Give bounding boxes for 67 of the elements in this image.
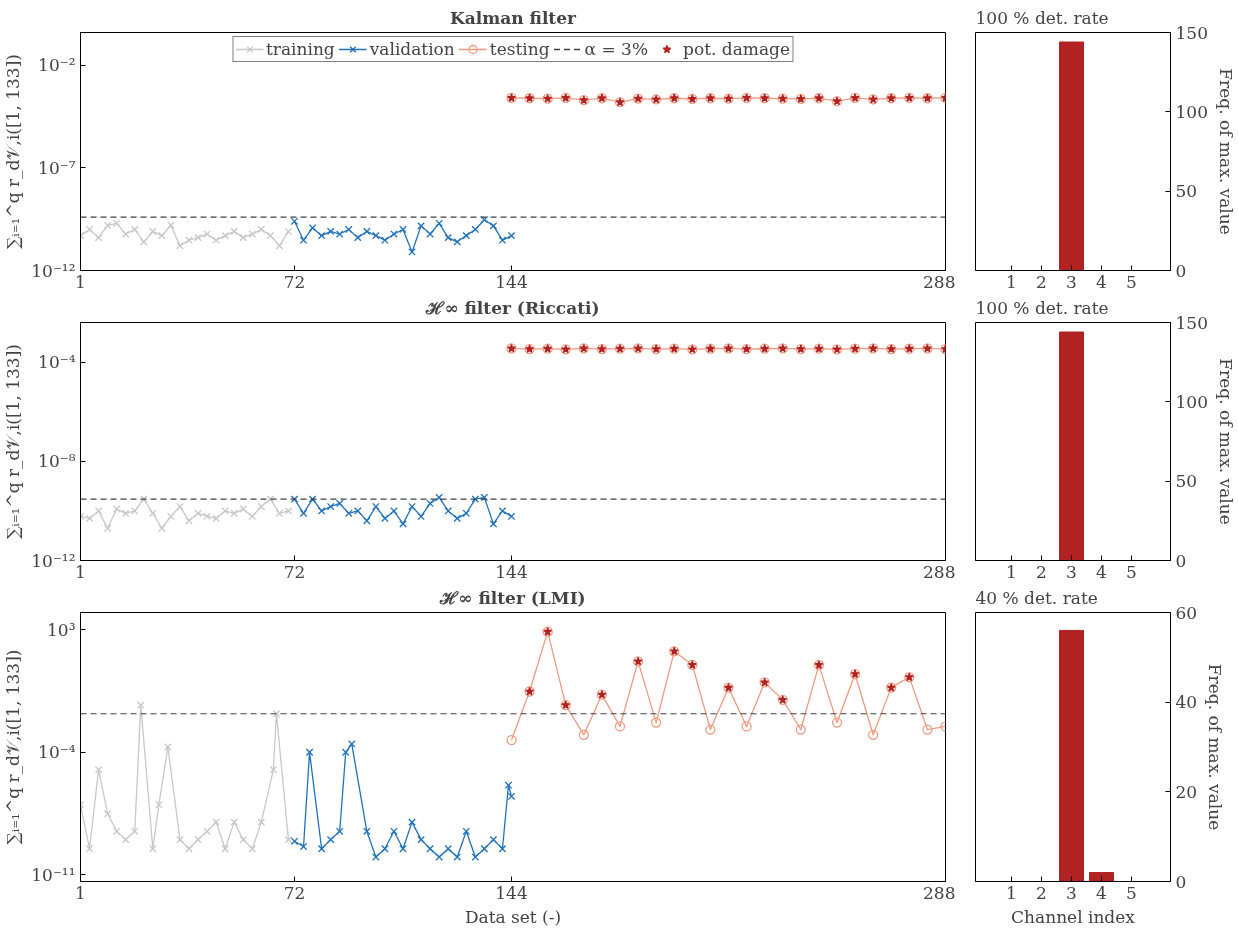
x-tick-label: 1 — [1006, 561, 1017, 582]
x-tick-label: 5 — [1126, 561, 1137, 582]
y-tick-label: 100 — [1175, 101, 1208, 122]
chart-title: 100 % det. rate — [975, 7, 1109, 28]
x-tick-label: 1 — [75, 271, 86, 292]
y-tick-label: 100 — [1175, 391, 1208, 412]
y-tick-label: 0 — [1175, 550, 1187, 571]
legend-label: α = 3% — [584, 39, 649, 59]
x-tick-label: 144 — [495, 271, 528, 292]
y-tick-label: 10⁻¹² — [31, 260, 76, 281]
x-axis-title: Channel index — [1011, 906, 1136, 927]
y-axis-title: Freq. of max. value — [1215, 358, 1236, 525]
x-tick-label: 1 — [1006, 882, 1017, 903]
y-axis-title: ∑ᵢ₌₁^q r_d𝒱,i([1, 133]) — [3, 344, 24, 539]
y-tick-label: 10⁻⁴ — [38, 352, 76, 373]
x-tick-label: 144 — [495, 561, 528, 582]
x-tick-label: 288 — [923, 561, 956, 582]
y-tick-label: 20 — [1175, 781, 1198, 802]
y-tick-label: 50 — [1175, 471, 1198, 492]
x-axis-title: Data set (-) — [464, 906, 562, 927]
chart-title: 40 % det. rate — [975, 587, 1098, 608]
x-tick-label: 288 — [923, 882, 956, 903]
y-tick-label: 10⁻⁸ — [38, 451, 76, 472]
y-tick-label: 150 — [1175, 312, 1208, 333]
y-axis-title: ∑ᵢ₌₁^q r_d𝒱,i([1, 133]) — [3, 649, 24, 845]
x-tick-label: 1 — [1006, 271, 1017, 292]
x-tick-label: 4 — [1096, 271, 1107, 292]
y-axis-title: ∑ᵢ₌₁^q r_d𝒱,i([1, 133]) — [3, 54, 24, 249]
x-tick-label: 3 — [1066, 882, 1077, 903]
x-tick-label: 1 — [75, 882, 86, 903]
legend-label: pot. damage — [683, 39, 791, 59]
x-tick-label: 2 — [1036, 271, 1047, 292]
y-tick-label: 150 — [1175, 22, 1208, 43]
y-tick-label: 10⁻¹² — [31, 550, 76, 571]
chart-title: ℋ∞ filter (Riccati) — [425, 297, 600, 318]
legend-label: validation — [369, 39, 455, 59]
x-tick-label: 288 — [923, 271, 956, 292]
x-tick-label: 2 — [1036, 882, 1047, 903]
y-tick-label: 10⁻² — [38, 55, 76, 76]
x-tick-label: 4 — [1096, 882, 1107, 903]
y-tick-label: 10³ — [47, 619, 76, 640]
x-tick-label: 5 — [1126, 882, 1137, 903]
chart-title: ℋ∞ filter (LMI) — [439, 587, 586, 608]
chart-title: 100 % det. rate — [975, 297, 1109, 318]
y-tick-label: 0 — [1175, 260, 1187, 281]
x-tick-label: 72 — [283, 271, 306, 292]
y-tick-label: 0 — [1175, 871, 1187, 892]
legend-label: testing — [489, 39, 550, 59]
x-tick-label: 3 — [1066, 271, 1077, 292]
chart-title: Kalman filter — [450, 7, 578, 28]
x-tick-label: 72 — [283, 561, 306, 582]
legend-label: training — [265, 39, 335, 59]
x-tick-label: 3 — [1066, 561, 1077, 582]
x-tick-label: 72 — [283, 882, 306, 903]
y-axis-title: Freq. of max. value — [1215, 68, 1236, 235]
x-tick-label: 144 — [495, 882, 528, 903]
y-tick-label: 10⁻⁴ — [38, 742, 76, 763]
y-axis-title: Freq. of max. value — [1205, 663, 1226, 831]
y-tick-label: 10⁻⁷ — [38, 157, 76, 178]
x-tick-label: 2 — [1036, 561, 1047, 582]
y-tick-label: 60 — [1175, 602, 1198, 623]
x-tick-label: 1 — [75, 561, 86, 582]
y-tick-label: 50 — [1175, 181, 1198, 202]
y-tick-label: 10⁻¹¹ — [31, 864, 76, 885]
x-tick-label: 4 — [1096, 561, 1107, 582]
x-tick-label: 5 — [1126, 271, 1137, 292]
y-tick-label: 40 — [1175, 692, 1198, 713]
